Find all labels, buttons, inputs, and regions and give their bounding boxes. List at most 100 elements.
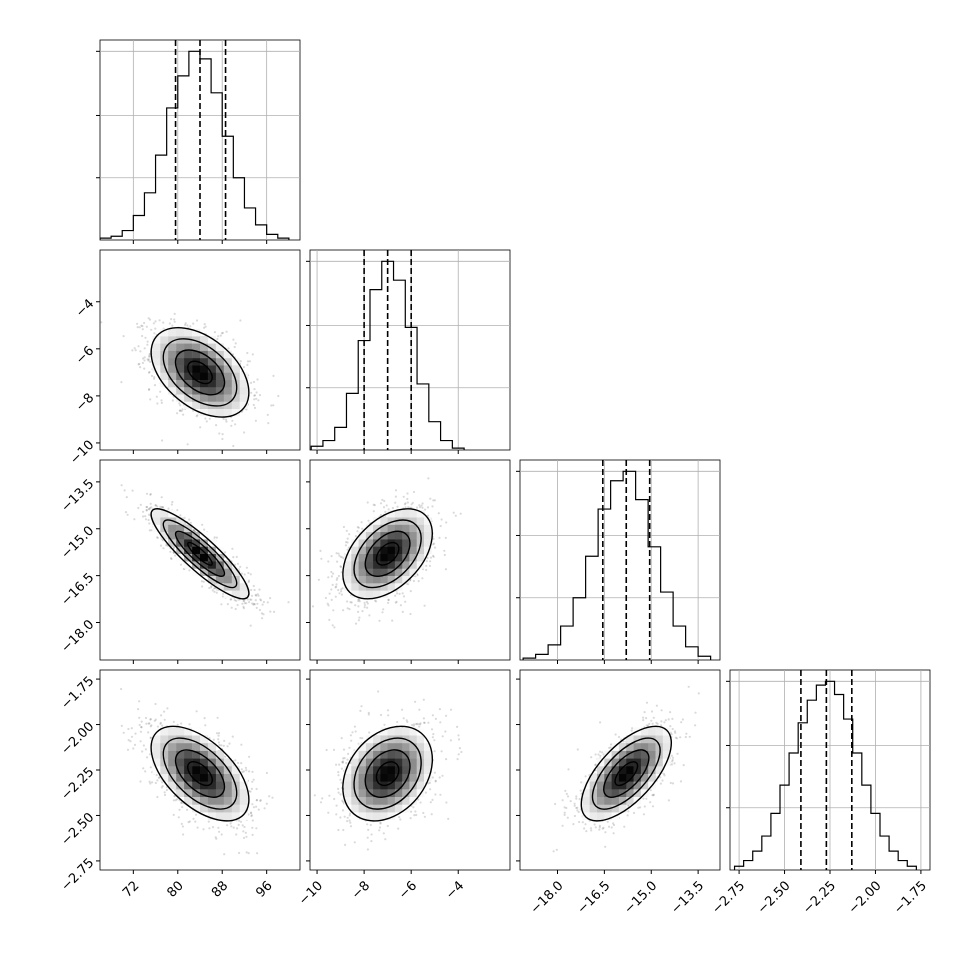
sample-point [412,579,415,583]
density-cell [351,583,359,591]
density-cell [160,336,169,344]
sample-point [189,325,192,328]
density-cell [344,575,352,584]
sample-point [161,506,164,509]
sample-point [252,584,255,588]
sample-point [402,495,405,498]
sample-point [145,325,148,328]
sample-point [334,595,337,598]
density-cell [358,546,367,554]
sample-point [220,603,223,606]
sample-point [269,597,272,600]
density-cell [231,365,240,373]
sample-point [358,616,361,619]
sample-point [253,394,257,397]
sample-point [100,321,103,324]
sample-point [171,324,174,327]
sample-point [178,409,181,412]
density-cell [184,350,193,359]
density-cell [239,379,248,388]
sample-point [153,719,156,722]
density-cell [200,365,209,373]
sample-point [330,575,333,578]
sample-point [150,724,153,727]
density-cell [402,531,410,540]
sample-point [245,566,248,569]
sample-point [153,376,156,379]
sample-point [334,586,337,589]
sample-point [259,599,263,602]
sample-point [256,378,259,381]
sample-point [238,819,241,822]
sample-point [372,510,375,513]
density-cell [223,394,232,402]
sample-point [201,523,204,526]
sample-point [230,606,233,609]
sample-point [148,753,152,756]
density-cell [373,524,381,533]
sample-point [327,576,330,579]
density-cell [358,561,367,569]
density-cell [394,531,403,540]
density-cell [416,509,425,518]
density-cell [176,350,185,359]
sample-point [324,596,327,600]
density-cell [231,372,240,380]
sample-point [232,556,235,559]
sample-point [332,572,335,575]
sample-point [349,601,352,604]
sample-point [394,501,397,504]
density-cell [152,517,161,525]
sample-point [245,851,248,854]
sample-point [356,530,359,533]
sample-point [421,506,424,509]
density-cell [223,357,232,366]
sample-point [233,563,237,566]
sample-point [247,852,250,855]
density-cell [387,546,396,554]
density-cell [231,394,240,402]
sample-point [120,381,123,384]
density-cell [351,590,359,598]
sample-point [252,602,255,606]
sample-point [149,718,152,721]
density-cell [200,372,209,380]
density-cell [176,531,185,540]
sample-point [149,493,152,496]
sample-point [383,499,386,503]
density-cell [409,524,417,533]
density-cell [373,575,381,584]
density-cell [373,517,381,525]
sample-point [253,394,256,397]
sample-point [357,598,360,601]
sample-point [202,580,205,583]
sample-point [255,594,258,597]
sample-point [258,608,261,612]
sample-point [417,580,420,583]
sample-point [382,506,386,509]
density-cell [152,365,161,373]
density-cell [184,546,193,554]
sample-point [360,521,363,524]
sample-point [173,320,176,323]
sample-point [232,338,235,341]
sample-point [357,610,360,614]
contour-line-2 [162,519,238,589]
sample-point [424,508,427,511]
contour-line-2 [353,519,422,589]
sample-point [247,571,250,575]
sample-point [227,347,230,350]
sample-point [215,424,218,427]
sample-point [147,388,151,391]
density-cell [380,517,388,525]
density-cell [409,568,417,576]
sample-point [162,321,165,324]
sample-point [340,593,343,596]
sample-point [226,745,229,748]
density-cell [394,509,403,518]
density-cell [200,343,209,351]
sample-point [235,555,238,559]
y-tick-label: −16.5 [59,570,98,609]
sample-point [147,507,150,511]
sample-point [173,318,176,321]
